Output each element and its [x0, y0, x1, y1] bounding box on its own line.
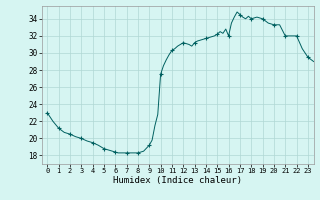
X-axis label: Humidex (Indice chaleur): Humidex (Indice chaleur)	[113, 176, 242, 185]
